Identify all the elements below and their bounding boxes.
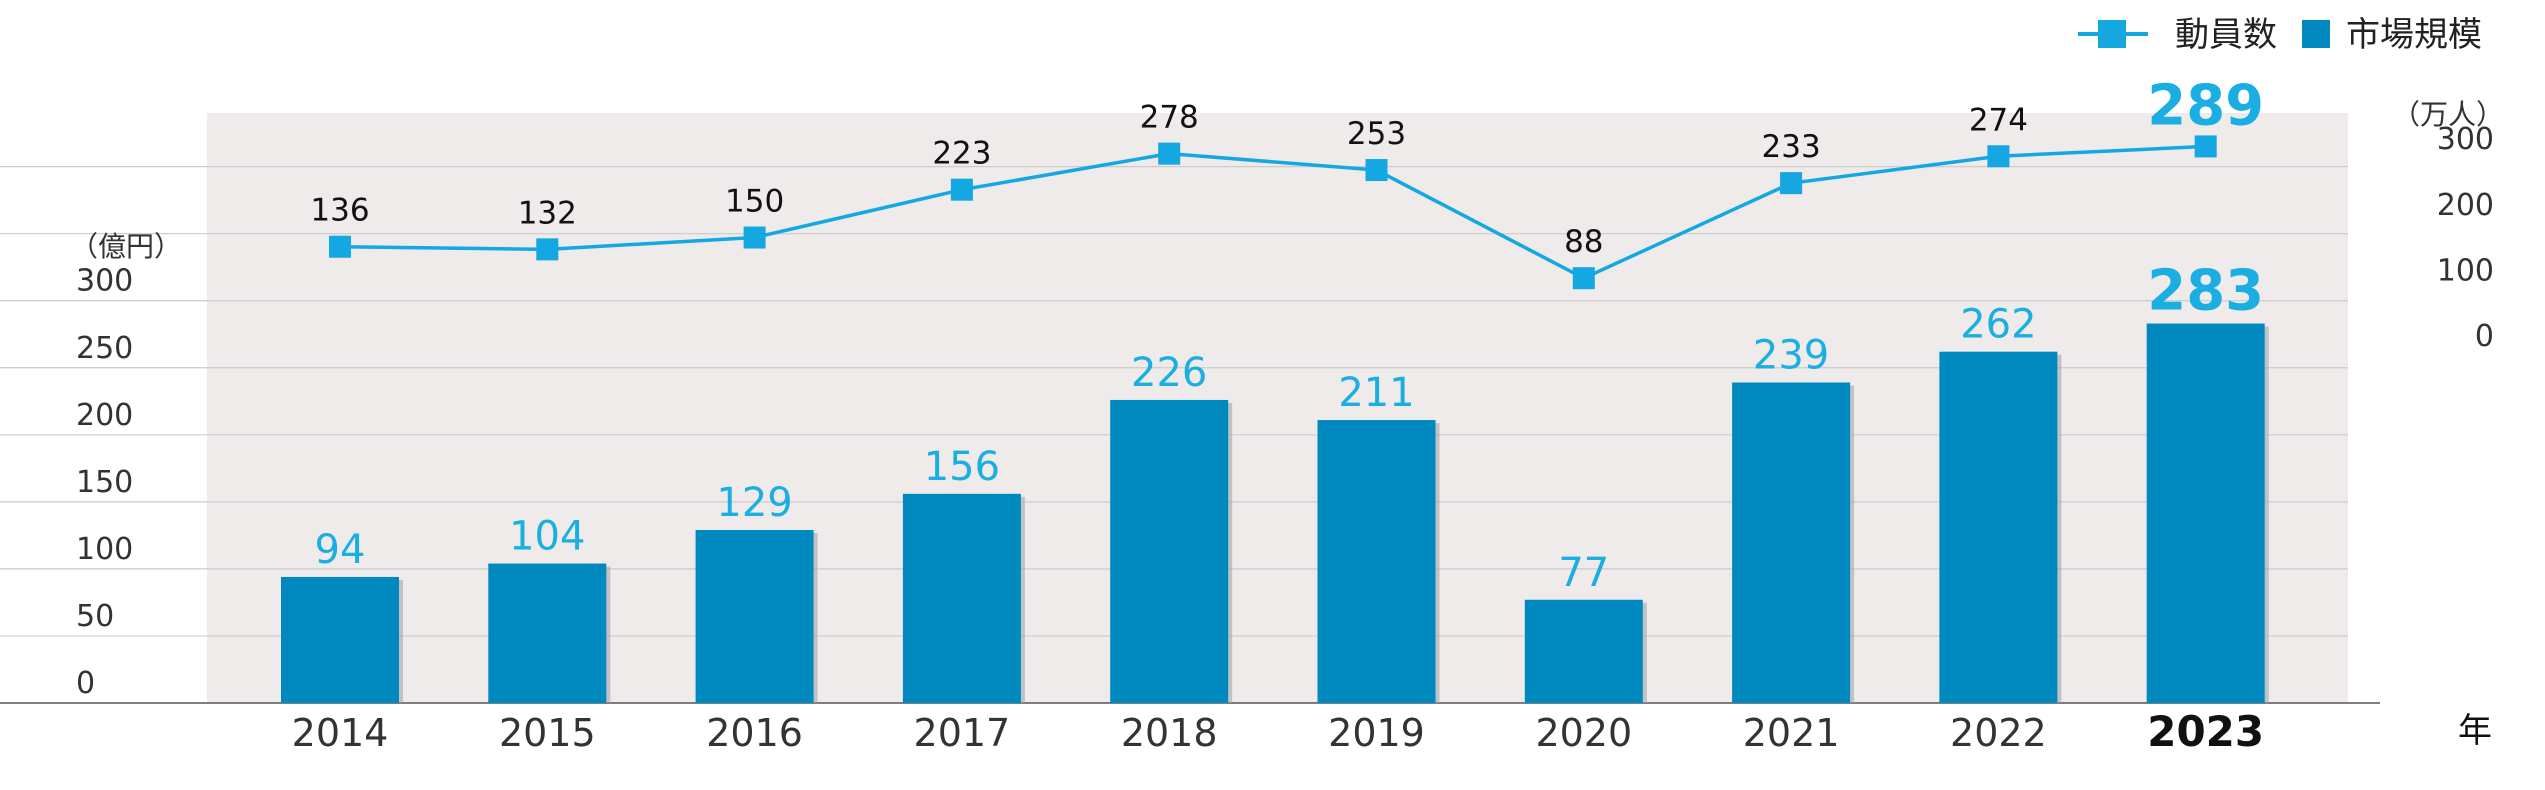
left-axis-tick-label: 150 xyxy=(76,465,133,500)
x-axis-unit: 年 xyxy=(2458,711,2492,751)
x-tick-label: 2017 xyxy=(914,711,1011,755)
x-tick-label: 2018 xyxy=(1121,711,1218,755)
bar-value-label: 129 xyxy=(716,480,792,526)
bar xyxy=(902,493,1021,703)
left-axis-tick-label: 100 xyxy=(76,532,133,567)
line-marker xyxy=(743,226,766,249)
bar-value-label: 283 xyxy=(2147,259,2264,324)
line-value-label: 150 xyxy=(725,184,784,220)
right-axis-tick-label: 200 xyxy=(2437,188,2494,223)
x-tick-label: 2022 xyxy=(1950,711,2047,755)
bar-value-label: 211 xyxy=(1338,370,1414,416)
line-value-label: 88 xyxy=(1564,224,1603,260)
bar-value-label: 77 xyxy=(1558,550,1609,596)
bar xyxy=(281,576,399,703)
line-value-label: 274 xyxy=(1969,102,2028,138)
line-marker xyxy=(2194,135,2217,158)
right-axis-tick-label: 100 xyxy=(2437,253,2494,288)
line-value-label: 278 xyxy=(1140,100,1199,136)
bar xyxy=(1110,399,1229,703)
bar-value-label: 104 xyxy=(509,514,585,560)
bar-value-label: 226 xyxy=(1131,350,1207,396)
right-axis-tick-label: 300 xyxy=(2437,122,2494,157)
line-value-label: 223 xyxy=(932,136,991,172)
bar xyxy=(1524,599,1643,703)
bar-value-label: 156 xyxy=(924,444,1000,490)
left-axis-tick-label: 250 xyxy=(76,331,133,366)
line-marker xyxy=(1572,267,1595,290)
legend-label-attendance: 動員数 xyxy=(2175,15,2277,55)
left-axis-tick-label: 200 xyxy=(76,398,133,433)
x-tick-label: 2019 xyxy=(1328,711,1425,755)
line-marker xyxy=(950,178,973,201)
bar xyxy=(1732,382,1851,703)
right-axis-tick-label: 0 xyxy=(2475,319,2494,354)
bar-value-label: 94 xyxy=(315,527,366,573)
line-value-label: 136 xyxy=(310,193,369,229)
line-marker xyxy=(1365,159,1388,182)
left-axis-tick-label: 300 xyxy=(76,264,133,299)
x-tick-label: 2023 xyxy=(2147,707,2264,756)
bar xyxy=(695,530,814,703)
x-tick-label: 2015 xyxy=(499,711,596,755)
bar-value-label: 262 xyxy=(1960,302,2036,348)
line-marker xyxy=(1158,142,1181,165)
left-axis-tick-label: 50 xyxy=(76,599,114,634)
x-tick-label: 2020 xyxy=(1535,711,1632,755)
line-value-label: 233 xyxy=(1762,129,1821,165)
left-axis-unit: （億円） xyxy=(70,230,182,263)
line-marker xyxy=(1780,172,1803,195)
bar xyxy=(1939,351,2058,703)
bar xyxy=(2146,323,2265,703)
x-tick-label: 2016 xyxy=(706,711,803,755)
line-value-label: 289 xyxy=(2147,73,2264,138)
line-marker xyxy=(536,238,559,261)
right-axis-unit: （万人） xyxy=(2392,98,2504,131)
bar-value-label: 239 xyxy=(1753,333,1829,379)
x-tick-label: 2021 xyxy=(1743,711,1840,755)
legend-label-market-size: 市場規模 xyxy=(2346,15,2482,55)
line-marker xyxy=(1987,145,2010,168)
left-axis-tick-label: 0 xyxy=(76,666,95,701)
bar xyxy=(488,563,607,703)
line-marker xyxy=(329,235,351,258)
legend-line-marker xyxy=(2098,20,2126,48)
x-tick-label: 2014 xyxy=(292,711,389,755)
bar xyxy=(1317,420,1436,703)
legend-bar-marker xyxy=(2302,20,2330,48)
line-series-path xyxy=(339,144,2206,281)
line-value-label: 132 xyxy=(518,195,577,231)
line-value-label: 253 xyxy=(1347,116,1406,152)
